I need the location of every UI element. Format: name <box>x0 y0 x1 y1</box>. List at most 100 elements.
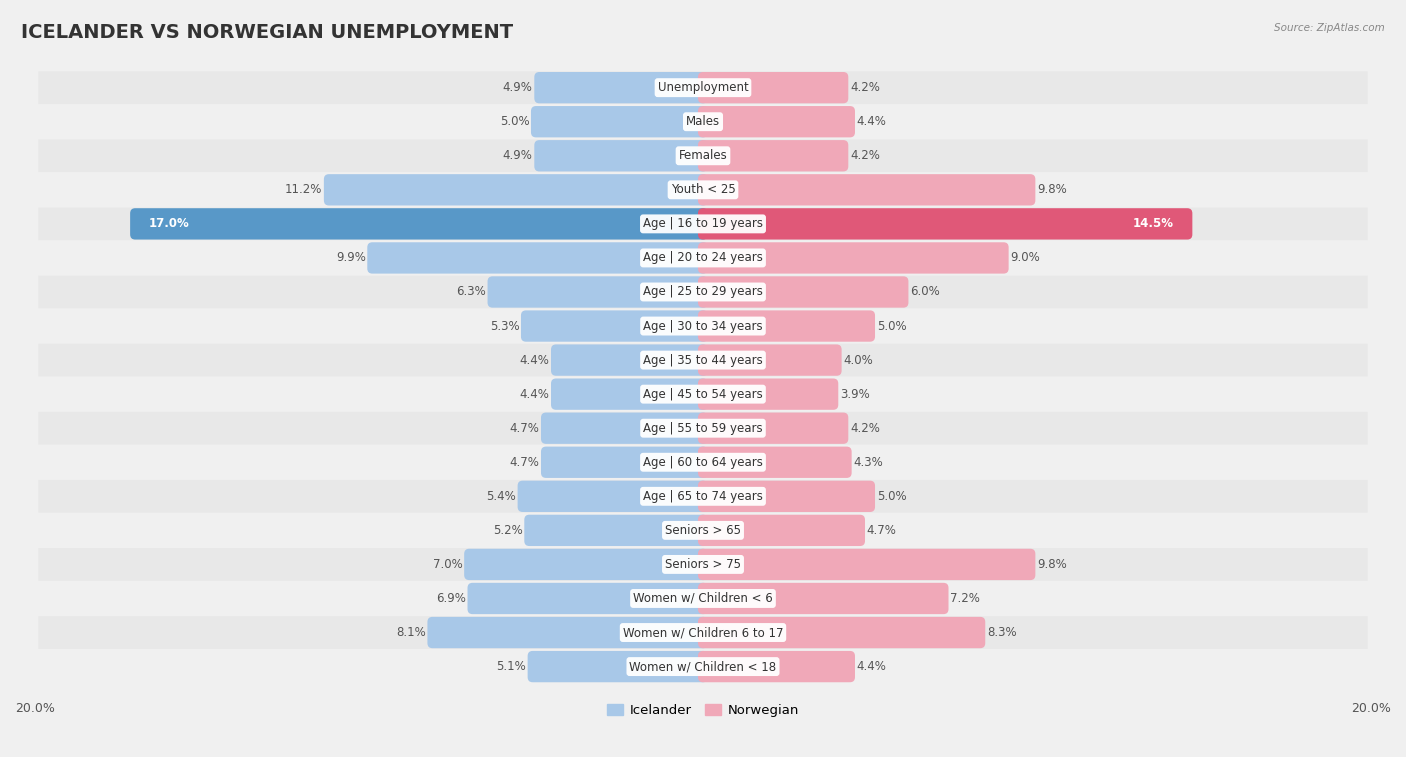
Text: 4.4%: 4.4% <box>856 115 887 128</box>
Text: 5.2%: 5.2% <box>494 524 523 537</box>
Text: 9.8%: 9.8% <box>1038 183 1067 196</box>
Text: Source: ZipAtlas.com: Source: ZipAtlas.com <box>1274 23 1385 33</box>
Text: 8.1%: 8.1% <box>396 626 426 639</box>
Text: 5.4%: 5.4% <box>486 490 516 503</box>
FancyBboxPatch shape <box>697 378 838 410</box>
Text: Women w/ Children < 18: Women w/ Children < 18 <box>630 660 776 673</box>
Text: 9.9%: 9.9% <box>336 251 366 264</box>
Text: ICELANDER VS NORWEGIAN UNEMPLOYMENT: ICELANDER VS NORWEGIAN UNEMPLOYMENT <box>21 23 513 42</box>
FancyBboxPatch shape <box>323 174 709 205</box>
Text: 4.9%: 4.9% <box>503 149 533 162</box>
Text: Females: Females <box>679 149 727 162</box>
FancyBboxPatch shape <box>541 447 709 478</box>
Text: Males: Males <box>686 115 720 128</box>
FancyBboxPatch shape <box>531 106 709 137</box>
Text: 4.3%: 4.3% <box>853 456 883 469</box>
Text: 4.2%: 4.2% <box>851 422 880 435</box>
FancyBboxPatch shape <box>697 447 852 478</box>
Text: 4.9%: 4.9% <box>503 81 533 94</box>
FancyBboxPatch shape <box>697 413 848 444</box>
Text: Women w/ Children 6 to 17: Women w/ Children 6 to 17 <box>623 626 783 639</box>
FancyBboxPatch shape <box>38 616 1368 649</box>
FancyBboxPatch shape <box>697 72 848 103</box>
Text: Women w/ Children < 6: Women w/ Children < 6 <box>633 592 773 605</box>
FancyBboxPatch shape <box>38 480 1368 512</box>
FancyBboxPatch shape <box>488 276 709 307</box>
Text: 4.4%: 4.4% <box>519 354 550 366</box>
Text: 4.7%: 4.7% <box>509 456 540 469</box>
Text: 5.1%: 5.1% <box>496 660 526 673</box>
FancyBboxPatch shape <box>534 72 709 103</box>
Text: 11.2%: 11.2% <box>285 183 322 196</box>
Text: Youth < 25: Youth < 25 <box>671 183 735 196</box>
Text: 5.3%: 5.3% <box>489 319 519 332</box>
FancyBboxPatch shape <box>38 344 1368 376</box>
FancyBboxPatch shape <box>697 106 855 137</box>
FancyBboxPatch shape <box>697 140 848 171</box>
FancyBboxPatch shape <box>38 548 1368 581</box>
FancyBboxPatch shape <box>464 549 709 580</box>
Text: 8.3%: 8.3% <box>987 626 1017 639</box>
FancyBboxPatch shape <box>38 105 1368 138</box>
Text: Age | 60 to 64 years: Age | 60 to 64 years <box>643 456 763 469</box>
FancyBboxPatch shape <box>697 242 1008 273</box>
FancyBboxPatch shape <box>38 139 1368 172</box>
Text: 5.0%: 5.0% <box>499 115 529 128</box>
FancyBboxPatch shape <box>427 617 709 648</box>
FancyBboxPatch shape <box>697 617 986 648</box>
Text: Seniors > 65: Seniors > 65 <box>665 524 741 537</box>
FancyBboxPatch shape <box>38 173 1368 206</box>
Text: 6.0%: 6.0% <box>910 285 939 298</box>
FancyBboxPatch shape <box>527 651 709 682</box>
Text: Age | 35 to 44 years: Age | 35 to 44 years <box>643 354 763 366</box>
FancyBboxPatch shape <box>131 208 709 239</box>
Text: Seniors > 75: Seniors > 75 <box>665 558 741 571</box>
FancyBboxPatch shape <box>38 310 1368 342</box>
Text: Age | 45 to 54 years: Age | 45 to 54 years <box>643 388 763 400</box>
Text: 6.9%: 6.9% <box>436 592 465 605</box>
FancyBboxPatch shape <box>38 207 1368 240</box>
FancyBboxPatch shape <box>551 344 709 375</box>
FancyBboxPatch shape <box>697 651 855 682</box>
FancyBboxPatch shape <box>38 378 1368 410</box>
FancyBboxPatch shape <box>697 481 875 512</box>
Text: 4.7%: 4.7% <box>509 422 540 435</box>
FancyBboxPatch shape <box>38 412 1368 444</box>
Text: 7.0%: 7.0% <box>433 558 463 571</box>
Text: 9.0%: 9.0% <box>1011 251 1040 264</box>
Text: 6.3%: 6.3% <box>456 285 486 298</box>
Text: Age | 30 to 34 years: Age | 30 to 34 years <box>643 319 763 332</box>
FancyBboxPatch shape <box>38 276 1368 308</box>
FancyBboxPatch shape <box>697 344 842 375</box>
FancyBboxPatch shape <box>367 242 709 273</box>
Text: Unemployment: Unemployment <box>658 81 748 94</box>
Text: Age | 16 to 19 years: Age | 16 to 19 years <box>643 217 763 230</box>
FancyBboxPatch shape <box>697 515 865 546</box>
Text: 5.0%: 5.0% <box>877 319 907 332</box>
FancyBboxPatch shape <box>38 71 1368 104</box>
FancyBboxPatch shape <box>38 650 1368 683</box>
Text: Age | 55 to 59 years: Age | 55 to 59 years <box>643 422 763 435</box>
Text: 4.2%: 4.2% <box>851 81 880 94</box>
Text: 5.0%: 5.0% <box>877 490 907 503</box>
FancyBboxPatch shape <box>524 515 709 546</box>
FancyBboxPatch shape <box>38 514 1368 547</box>
Text: 9.8%: 9.8% <box>1038 558 1067 571</box>
Text: Age | 20 to 24 years: Age | 20 to 24 years <box>643 251 763 264</box>
Legend: Icelander, Norwegian: Icelander, Norwegian <box>602 699 804 722</box>
FancyBboxPatch shape <box>697 174 1035 205</box>
Text: 4.2%: 4.2% <box>851 149 880 162</box>
Text: 7.2%: 7.2% <box>950 592 980 605</box>
FancyBboxPatch shape <box>697 583 949 614</box>
FancyBboxPatch shape <box>517 481 709 512</box>
FancyBboxPatch shape <box>38 241 1368 274</box>
Text: 14.5%: 14.5% <box>1133 217 1174 230</box>
Text: 4.7%: 4.7% <box>866 524 897 537</box>
FancyBboxPatch shape <box>697 276 908 307</box>
FancyBboxPatch shape <box>534 140 709 171</box>
Text: 3.9%: 3.9% <box>839 388 870 400</box>
FancyBboxPatch shape <box>38 446 1368 478</box>
Text: 17.0%: 17.0% <box>149 217 190 230</box>
FancyBboxPatch shape <box>697 208 1192 239</box>
FancyBboxPatch shape <box>522 310 709 341</box>
